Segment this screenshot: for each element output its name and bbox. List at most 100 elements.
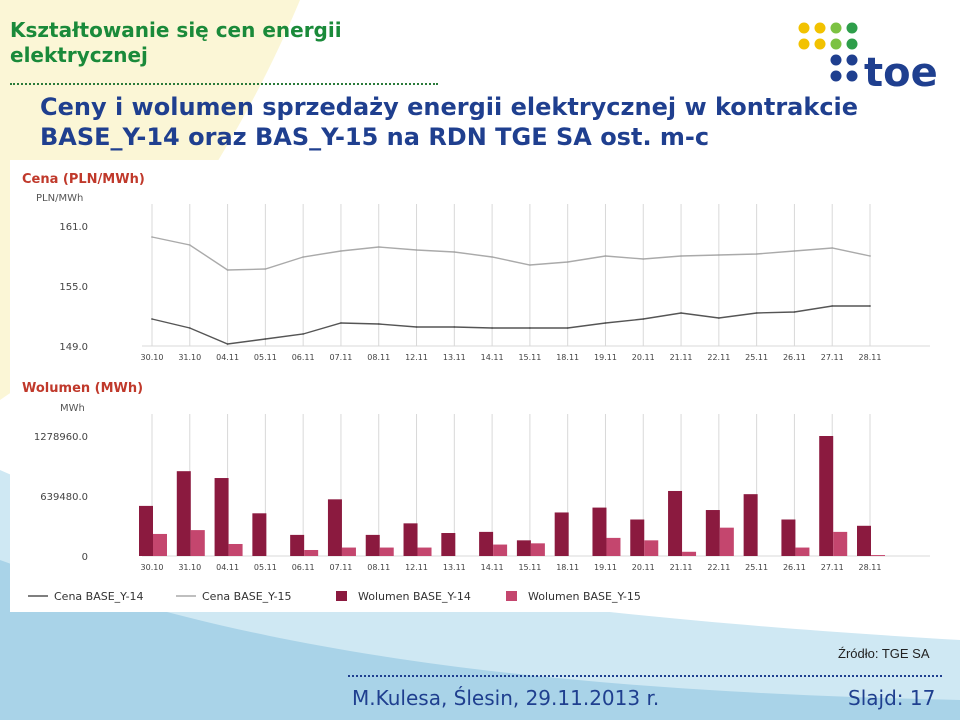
price-point bbox=[869, 255, 871, 257]
volume-bar bbox=[719, 527, 734, 556]
volume-bar bbox=[857, 525, 871, 556]
volume-bar bbox=[441, 533, 456, 556]
title-divider bbox=[10, 83, 438, 85]
volume-bar bbox=[530, 543, 545, 556]
volume-bar bbox=[682, 551, 697, 556]
legend-label: Cena BASE_Y-14 bbox=[54, 590, 144, 603]
volume-x-tick-label: 12.11 bbox=[405, 563, 428, 572]
slide-number: Slajd: 17 bbox=[848, 686, 936, 710]
price-x-tick-label: 06.11 bbox=[292, 353, 315, 362]
volume-bar bbox=[153, 533, 167, 556]
price-point bbox=[528, 327, 531, 329]
price-point bbox=[377, 323, 380, 325]
volume-bar bbox=[327, 499, 342, 556]
price-point bbox=[264, 268, 267, 270]
price-point bbox=[226, 269, 229, 271]
volume-bar bbox=[417, 547, 432, 556]
legend-label: Wolumen BASE_Y-15 bbox=[528, 590, 641, 603]
price-point bbox=[528, 264, 531, 266]
footer-author: M.Kulesa, Ślesin, 29.11.2013 r. bbox=[352, 686, 660, 710]
price-point bbox=[869, 305, 871, 307]
price-axis-unit: PLN/MWh bbox=[36, 193, 83, 204]
volume-x-tick-label: 21.11 bbox=[670, 563, 693, 572]
price-x-tick-label: 08.11 bbox=[367, 353, 390, 362]
price-point bbox=[680, 255, 682, 257]
price-y-tick-label: 161.0 bbox=[59, 222, 88, 233]
price-x-tick-label: 20.11 bbox=[632, 353, 655, 362]
price-point bbox=[453, 251, 456, 253]
volume-bar bbox=[290, 534, 305, 556]
volume-bar bbox=[833, 531, 848, 556]
price-x-tick-label: 27.11 bbox=[821, 353, 844, 362]
volume-bar bbox=[606, 537, 621, 556]
volume-x-tick-label: 06.11 bbox=[292, 563, 315, 572]
price-point bbox=[453, 326, 456, 328]
slide-subtitle: Ceny i wolumen sprzedaży energii elektry… bbox=[40, 93, 859, 151]
price-point bbox=[151, 236, 153, 238]
price-point bbox=[188, 327, 191, 329]
price-point bbox=[264, 338, 267, 340]
volume-bar bbox=[304, 549, 319, 556]
price-point bbox=[717, 317, 720, 319]
price-x-tick-label: 18.11 bbox=[556, 353, 579, 362]
price-series-line bbox=[151, 305, 870, 345]
volume-bar bbox=[705, 510, 720, 556]
price-point bbox=[302, 333, 305, 335]
volume-bar bbox=[365, 534, 380, 556]
price-x-tick-label: 07.11 bbox=[329, 353, 352, 362]
price-point bbox=[491, 256, 494, 258]
volume-x-tick-label: 19.11 bbox=[594, 563, 617, 572]
volume-bar bbox=[403, 523, 418, 556]
price-point bbox=[377, 246, 380, 248]
volume-bar bbox=[341, 547, 356, 556]
volume-x-tick-label: 15.11 bbox=[518, 563, 541, 572]
price-y-tick-label: 149.0 bbox=[59, 342, 88, 353]
price-point bbox=[831, 305, 834, 307]
volume-x-tick-label: 05.11 bbox=[254, 563, 277, 572]
price-volume-chart: Cena (PLN/MWh) PLN/MWh 30.10 31.10 04.11 05.1… bbox=[10, 160, 940, 612]
legend-bar-swatch bbox=[336, 591, 347, 601]
volume-x-tick-label: 04.11 bbox=[216, 563, 239, 572]
toe-logo: toe bbox=[798, 22, 938, 90]
volume-x-tick-label: 26.11 bbox=[783, 563, 806, 572]
volume-bar bbox=[668, 490, 683, 556]
volume-bar bbox=[176, 471, 191, 556]
volume-x-tick-label: 25.11 bbox=[745, 563, 768, 572]
price-x-tick-label: 05.11 bbox=[254, 353, 277, 362]
volume-bar bbox=[252, 513, 267, 556]
volume-bar bbox=[644, 540, 659, 556]
volume-bar bbox=[819, 436, 834, 556]
price-point bbox=[151, 318, 153, 320]
legend-label: Wolumen BASE_Y-14 bbox=[358, 590, 471, 603]
volume-bar bbox=[139, 505, 153, 556]
volume-x-tick-label: 20.11 bbox=[632, 563, 655, 572]
volume-bar bbox=[592, 507, 607, 556]
price-point bbox=[793, 311, 796, 313]
price-x-tick-label: 25.11 bbox=[745, 353, 768, 362]
price-point bbox=[717, 254, 720, 256]
volume-bar bbox=[795, 547, 810, 556]
volume-x-tick-label: 31.10 bbox=[178, 563, 201, 572]
price-point bbox=[340, 322, 342, 324]
price-x-tick-label: 21.11 bbox=[670, 353, 693, 362]
price-point bbox=[642, 318, 645, 320]
volume-y-tick-label: 0 bbox=[82, 552, 88, 563]
chart-panel: Cena (PLN/MWh) PLN/MWh 30.10 31.10 04.11 05.1… bbox=[10, 160, 940, 612]
volume-x-tick-label: 14.11 bbox=[481, 563, 504, 572]
legend-bar-swatch bbox=[506, 591, 517, 601]
footer-divider bbox=[348, 675, 942, 677]
volume-bar bbox=[479, 531, 494, 556]
volume-bar bbox=[379, 547, 394, 556]
price-point bbox=[302, 256, 305, 258]
legend-label: Cena BASE_Y-15 bbox=[202, 590, 292, 603]
price-point bbox=[604, 322, 607, 324]
price-point bbox=[755, 312, 758, 314]
volume-y-tick-label: 1278960.0 bbox=[34, 432, 88, 443]
price-x-tick-label: 30.10 bbox=[141, 353, 164, 362]
volume-bar bbox=[781, 519, 796, 556]
price-point bbox=[642, 258, 645, 260]
volume-x-tick-label: 08.11 bbox=[367, 563, 390, 572]
price-x-tick-label: 31.10 bbox=[178, 353, 201, 362]
price-panel-title: Cena (PLN/MWh) bbox=[22, 172, 145, 187]
price-point bbox=[793, 250, 796, 252]
